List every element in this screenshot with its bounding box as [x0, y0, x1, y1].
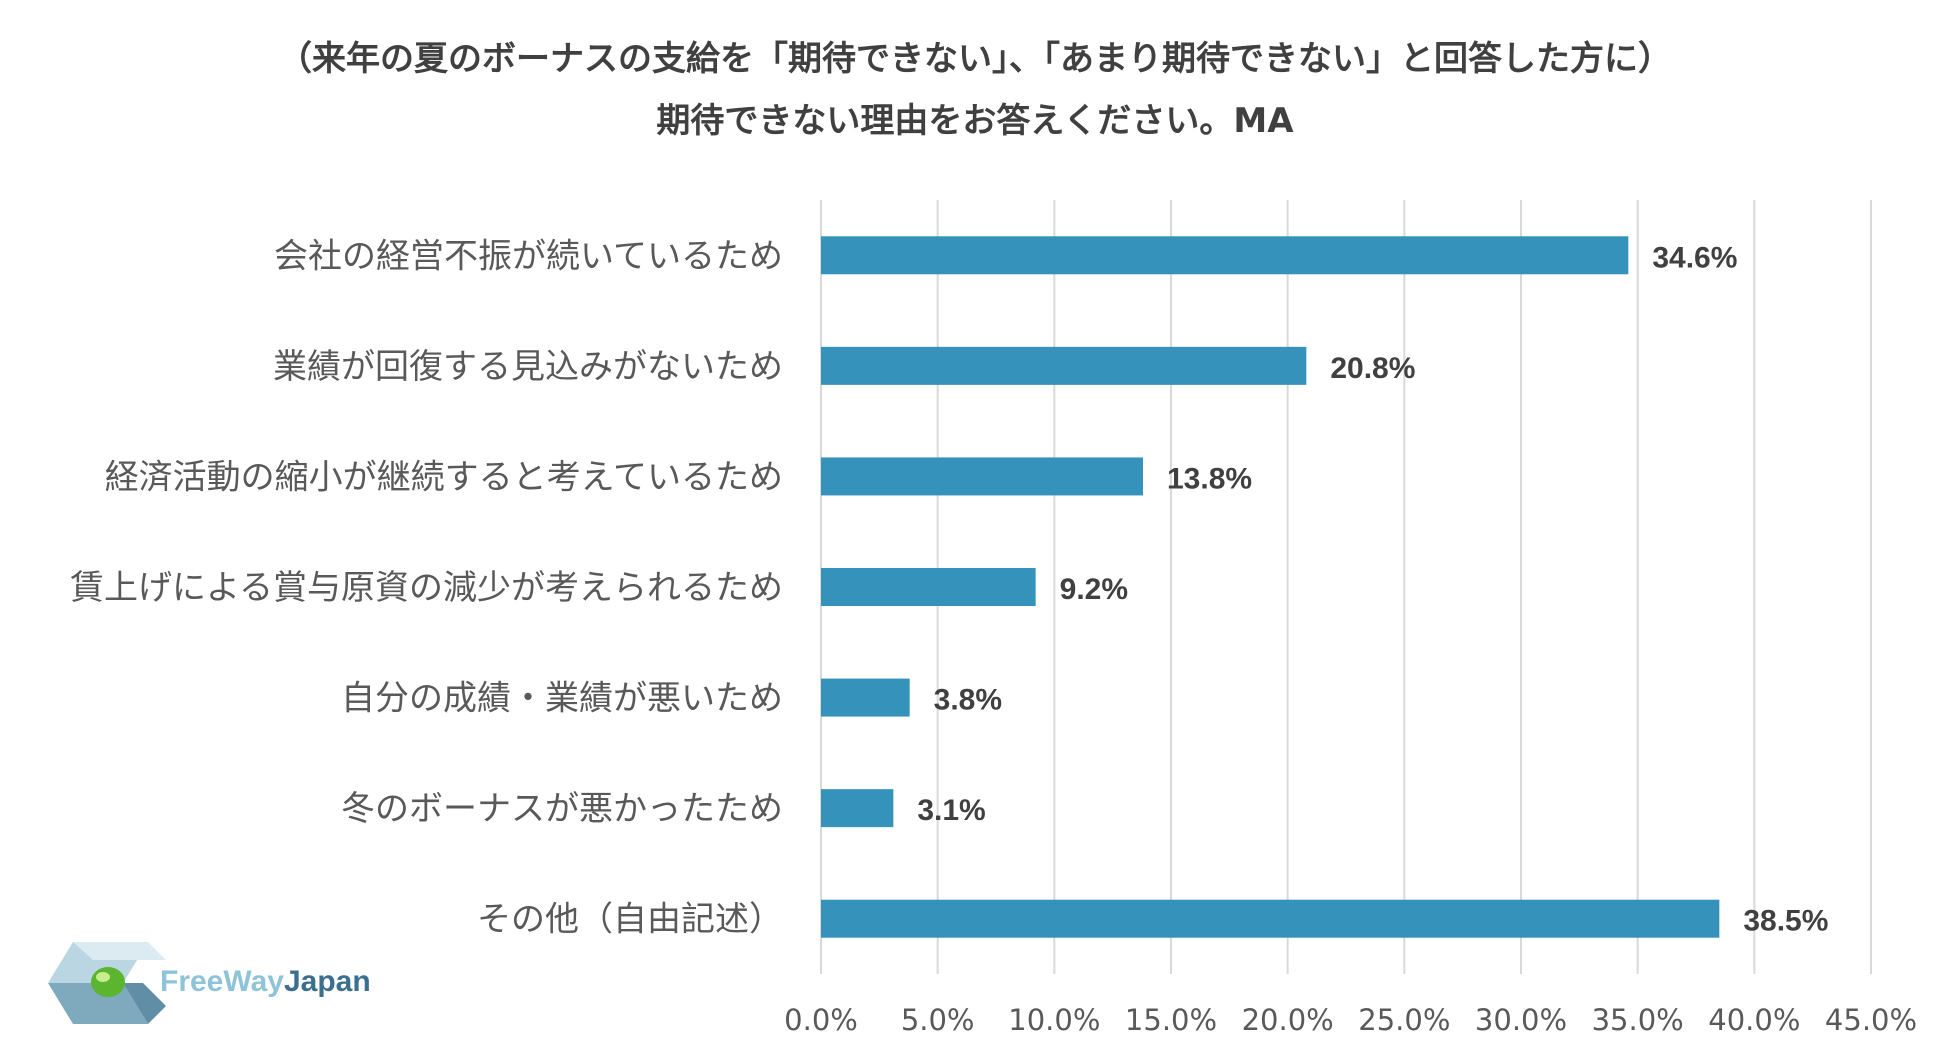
- x-tick-label: 15.0%: [1125, 1003, 1217, 1037]
- logo-wordmark-part2: Japan: [283, 965, 371, 998]
- x-tick-label: 35.0%: [1592, 1003, 1684, 1037]
- x-axis-tick-labels: 0.0% 5.0% 10.0% 15.0% 20.0% 25.0% 30.0% 35.0% 40…: [784, 1003, 1917, 1037]
- bar: [821, 899, 1720, 938]
- category-label: その他（自由記述）: [477, 900, 783, 940]
- data-label: 38.5%: [1743, 905, 1828, 938]
- chart-title-line-1: （来年の夏のボーナスの支給を「期待できない」、「あまり期待できない」と回答した方…: [278, 39, 1672, 79]
- bars: [821, 236, 1720, 938]
- data-label: 3.8%: [934, 684, 1002, 717]
- x-tick-label: 45.0%: [1825, 1003, 1917, 1037]
- data-label: 3.1%: [917, 794, 985, 827]
- category-label: 業績が回復する見込みがないため: [273, 347, 783, 387]
- data-label: 13.8%: [1167, 462, 1252, 495]
- x-tick-label: 5.0%: [901, 1003, 975, 1037]
- x-tick-label: 40.0%: [1708, 1003, 1800, 1037]
- category-label: 冬のボーナスが悪かったため: [341, 789, 783, 829]
- category-label: 経済活動の縮小が継続すると考えているため: [105, 457, 783, 497]
- freewayjapan-logo-icon: [48, 942, 166, 1024]
- data-label: 9.2%: [1060, 573, 1128, 606]
- value-labels: 34.6% 20.8% 13.8% 9.2% 3.8% 3.1% 38.5%: [917, 241, 1828, 937]
- x-tick-label: 20.0%: [1242, 1003, 1334, 1037]
- bar: [821, 346, 1307, 385]
- bar: [821, 457, 1143, 496]
- category-label: 会社の経営不振が続いているため: [274, 236, 783, 276]
- data-label: 34.6%: [1652, 241, 1737, 274]
- category-label: 賃上げによる賞与原資の減少が考えられるため: [70, 568, 783, 608]
- data-label: 20.8%: [1330, 352, 1415, 385]
- logo-wordmark: FreeWayJapan: [160, 965, 371, 999]
- chart-title-line-2: 期待できない理由をお答えください。MA: [656, 101, 1294, 141]
- grid-lines: [820, 200, 1872, 974]
- logo-wordmark-part1: FreeWay: [160, 965, 284, 998]
- x-tick-label: 10.0%: [1008, 1003, 1100, 1037]
- x-tick-label: 25.0%: [1358, 1003, 1450, 1037]
- bar: [821, 678, 910, 717]
- category-label: 自分の成績・業績が悪いため: [341, 679, 783, 719]
- category-labels: 会社の経営不振が続いているため業績が回復する見込みがないため経済活動の縮小が継続…: [70, 236, 783, 939]
- bar: [821, 789, 894, 828]
- x-tick-label: 30.0%: [1475, 1003, 1567, 1037]
- x-tick-label: 0.0%: [784, 1003, 858, 1037]
- chart-title: （来年の夏のボーナスの支給を「期待できない」、「あまり期待できない」と回答した方…: [0, 28, 1950, 152]
- bar: [821, 236, 1629, 275]
- bar: [821, 568, 1036, 606]
